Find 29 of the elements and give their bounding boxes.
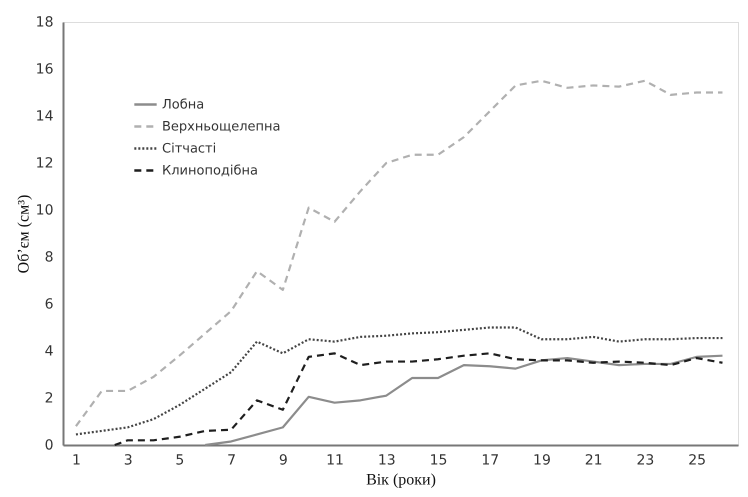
legend-label: Верхньощелепна: [162, 120, 280, 134]
x-tick-label: 11: [326, 452, 344, 468]
legend-label: Клиноподібна: [162, 164, 258, 178]
x-tick-label: 7: [227, 452, 236, 468]
x-tick-label: 25: [688, 452, 706, 468]
y-tick-label: 16: [36, 62, 54, 78]
y-tick-label: 10: [36, 202, 54, 218]
x-tick-label: 23: [636, 452, 654, 468]
y-tick-label: 4: [44, 344, 54, 360]
legend-label: Лобна: [162, 98, 204, 112]
y-tick-label: 6: [44, 296, 54, 312]
y-tick-label: 18: [36, 14, 54, 30]
x-tick-label: 9: [278, 452, 288, 468]
legend-label: Сітчасті: [162, 142, 216, 156]
x-tick-label: 21: [584, 452, 603, 468]
y-tick-label: 12: [36, 156, 54, 172]
y-tick-label: 8: [44, 250, 54, 266]
x-tick-label: 1: [72, 452, 81, 468]
x-tick-label: 13: [378, 452, 396, 468]
y-tick-label: 2: [44, 390, 54, 406]
x-tick-label: 17: [481, 452, 500, 468]
x-tick-label: 15: [430, 452, 448, 468]
x-tick-label: 5: [175, 452, 184, 468]
y-tick-label: 14: [36, 108, 54, 124]
x-tick-label: 19: [533, 452, 551, 468]
x-tick-label: 3: [124, 452, 133, 468]
x-axis-title: Вік (роки): [366, 472, 436, 488]
y-tick-label: 0: [44, 438, 54, 454]
y-axis-title: Об’єм (см³): [16, 194, 33, 274]
